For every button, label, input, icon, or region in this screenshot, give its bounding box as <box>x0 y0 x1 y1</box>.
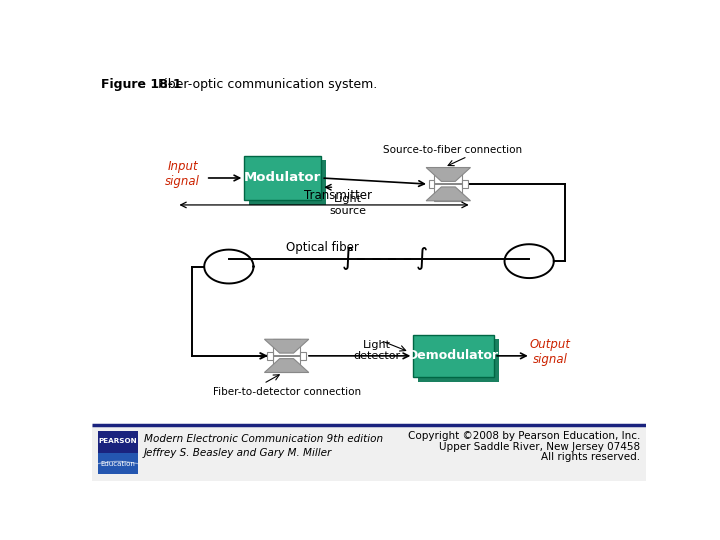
FancyBboxPatch shape <box>418 339 499 382</box>
Polygon shape <box>264 339 309 353</box>
Polygon shape <box>264 359 309 373</box>
Text: Copyright ©2008 by Pearson Education, Inc.: Copyright ©2008 by Pearson Education, In… <box>408 431 640 441</box>
Text: All rights reserved.: All rights reserved. <box>541 453 640 462</box>
FancyBboxPatch shape <box>429 180 434 188</box>
FancyBboxPatch shape <box>249 160 326 205</box>
Polygon shape <box>426 187 470 201</box>
Text: Fiber-optic communication system.: Fiber-optic communication system. <box>146 78 377 91</box>
FancyBboxPatch shape <box>413 335 494 377</box>
FancyBboxPatch shape <box>267 352 273 360</box>
FancyBboxPatch shape <box>434 183 462 185</box>
Text: Modern Electronic Communication 9th edition: Modern Electronic Communication 9th edit… <box>144 434 383 444</box>
Text: Jeffrey S. Beasley and Gary M. Miller: Jeffrey S. Beasley and Gary M. Miller <box>144 448 333 458</box>
Text: Light
source: Light source <box>329 194 366 216</box>
FancyBboxPatch shape <box>98 453 138 475</box>
Text: Input
signal: Input signal <box>165 160 200 188</box>
Text: $\int$: $\int$ <box>341 245 354 272</box>
Text: Demodulator: Demodulator <box>408 349 499 362</box>
Text: Light
detector: Light detector <box>353 340 400 361</box>
Text: Education: Education <box>101 461 135 467</box>
Text: Source-to-fiber connection: Source-to-fiber connection <box>382 145 522 155</box>
Text: Optical fiber: Optical fiber <box>287 241 359 254</box>
Text: Upper Saddle River, New Jersey 07458: Upper Saddle River, New Jersey 07458 <box>439 442 640 452</box>
FancyBboxPatch shape <box>273 355 300 357</box>
FancyBboxPatch shape <box>300 352 306 360</box>
FancyBboxPatch shape <box>462 180 468 188</box>
Text: PEARSON: PEARSON <box>99 438 138 444</box>
Text: Figure 18-1: Figure 18-1 <box>101 78 181 91</box>
FancyBboxPatch shape <box>98 431 138 453</box>
Polygon shape <box>426 167 470 181</box>
FancyBboxPatch shape <box>434 167 462 201</box>
Text: Output
signal: Output signal <box>529 338 570 366</box>
Text: Modulator: Modulator <box>244 172 321 185</box>
FancyBboxPatch shape <box>273 339 300 373</box>
Text: $\int$: $\int$ <box>415 245 428 272</box>
Text: Transmitter: Transmitter <box>304 189 372 202</box>
FancyBboxPatch shape <box>92 425 647 481</box>
Text: Fiber-to-detector connection: Fiber-to-detector connection <box>212 387 361 397</box>
FancyBboxPatch shape <box>244 156 321 200</box>
